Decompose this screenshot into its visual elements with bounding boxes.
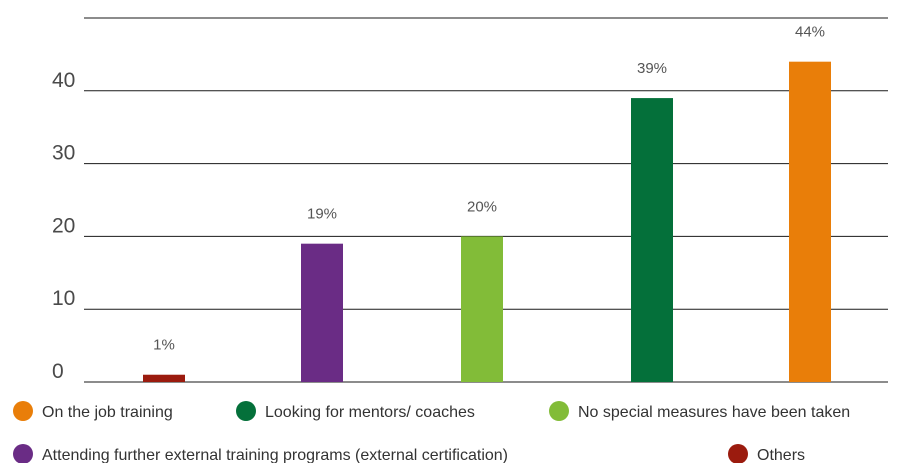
y-tick-label-40: 40 [52, 69, 75, 92]
y-axis-ticks: 0 10 20 30 40 [52, 69, 75, 383]
legend-label-2: No special measures have been taken [578, 404, 850, 421]
bar-1 [301, 243, 343, 382]
bar-2 [461, 236, 503, 382]
legend-swatch-4 [728, 444, 748, 463]
data-label-3: 39% [637, 60, 667, 77]
data-label-2: 20% [467, 198, 497, 215]
y-tick-label-30: 30 [52, 142, 75, 165]
y-tick-label-0: 0 [52, 360, 64, 383]
bar-4 [789, 61, 831, 383]
legend-label-4: Others [757, 447, 805, 463]
y-tick-label-10: 10 [52, 287, 75, 310]
bars [143, 61, 831, 383]
legend: On the job training Looking for mentors/ … [13, 401, 850, 463]
bar-3 [631, 98, 673, 382]
legend-swatch-2 [549, 401, 569, 421]
data-label-4: 44% [795, 24, 825, 41]
legend-label-1: Looking for mentors/ coaches [265, 404, 475, 421]
y-tick-label-20: 20 [52, 214, 75, 237]
bar-0 [143, 374, 185, 382]
data-label-0: 1% [153, 337, 175, 354]
legend-swatch-3 [13, 444, 33, 463]
legend-label-3: Attending further external training prog… [42, 447, 508, 463]
legend-swatch-1 [236, 401, 256, 421]
legend-swatch-0 [13, 401, 33, 421]
legend-label-0: On the job training [42, 404, 173, 421]
data-labels: 1% 19% 20% 39% 44% [153, 24, 825, 354]
data-label-1: 19% [307, 206, 337, 223]
